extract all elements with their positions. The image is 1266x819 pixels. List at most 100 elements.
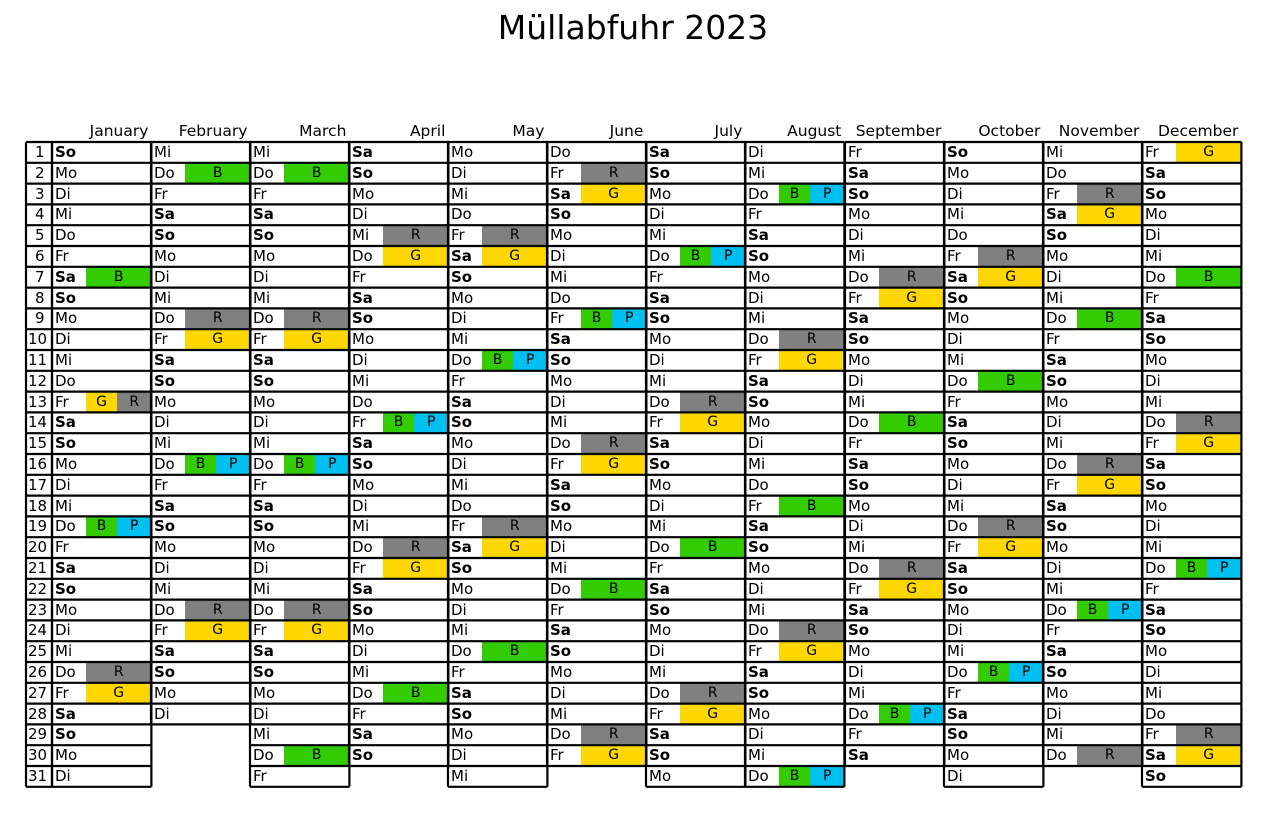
day-cell: Fr (1142, 579, 1241, 600)
pickup-marker: G (879, 287, 945, 309)
weekday-label: Mi (748, 309, 766, 328)
weekday-label: Fr (1145, 725, 1159, 744)
weekday-label: Di (550, 538, 566, 557)
day-cell: So (1142, 329, 1241, 350)
day-cell: Sa (448, 392, 547, 413)
day-cell: Mi (845, 246, 944, 267)
weekday-label: So (1046, 226, 1068, 245)
weekday-label: Mo (1145, 642, 1168, 661)
weekday-label: Sa (848, 746, 869, 765)
day-cell: Di (349, 496, 448, 517)
month-label: September (855, 122, 942, 140)
day-cell: B P Do (1043, 599, 1143, 621)
weekday-label: Di (1145, 371, 1161, 390)
day-cell: B Do (547, 578, 647, 600)
day-cell: Mo (250, 537, 349, 558)
weekday-label: Di (352, 351, 368, 369)
day-cell: Sa (745, 516, 844, 537)
pickup-marker: B (284, 745, 350, 766)
weekday-label: Fr (848, 288, 862, 307)
day-cell: So (944, 142, 1043, 163)
day-cell: Di (250, 267, 349, 288)
day-cell: Mo (52, 600, 151, 621)
weekday-label: Do (1046, 455, 1067, 473)
weekday-label: Fr (154, 330, 168, 349)
pickup-marker: P (216, 454, 251, 475)
weekday-label: Fr (649, 267, 663, 286)
day-cell: R Do (547, 433, 647, 454)
weekday-label: Sa (1046, 496, 1067, 515)
day-cell: Mi (646, 662, 745, 683)
weekday-label: So (352, 746, 374, 765)
pickup-marker: G (779, 641, 845, 662)
weekday-label: Mo (748, 559, 771, 577)
weekday-label: Mi (550, 704, 568, 723)
weekday-label: Sa (253, 496, 274, 515)
pickup-marker: B (1077, 308, 1143, 330)
day-cell: Mo (151, 683, 250, 704)
day-cell: Mi (845, 683, 944, 704)
day-cell: Fr (250, 184, 349, 205)
weekday-label: So (253, 663, 275, 681)
weekday-label: Mi (253, 579, 271, 598)
weekday-label: Di (947, 184, 963, 203)
pickup-marker: G (978, 537, 1044, 558)
weekday-label: Mo (649, 767, 672, 785)
weekday-label: Do (451, 642, 472, 661)
weekday-label: Di (649, 205, 665, 224)
day-cell: Mo (349, 329, 448, 350)
weekday-label: Fr (55, 247, 69, 265)
day-cell: So (745, 683, 844, 704)
weekday-label: So (1145, 767, 1167, 785)
weekday-label: Do (352, 247, 373, 265)
weekday-label: Mi (451, 767, 469, 785)
weekday-label: Fr (1046, 475, 1060, 494)
day-cell: Di (547, 537, 646, 558)
day-cell: Mi (250, 579, 349, 600)
weekday-label: Do (748, 330, 769, 349)
weekday-label: Sa (352, 143, 373, 161)
weekday-label: Di (1046, 559, 1062, 577)
weekday-label: Do (55, 226, 76, 245)
day-cell: Mo (52, 454, 151, 475)
day-cell: R Fr (448, 516, 548, 538)
weekday-label: Di (154, 559, 170, 577)
day-cell: Mo (845, 204, 944, 225)
day-cell: B Fr (745, 495, 845, 517)
day-cell: Mi (547, 412, 646, 433)
pickup-marker: B (978, 662, 1009, 683)
pickup-marker: R (284, 308, 350, 330)
weekday-label: Mi (947, 496, 965, 515)
pickup-marker: B (284, 162, 350, 184)
day-cell: Mi (1043, 142, 1142, 163)
weekday-label: So (550, 205, 572, 224)
day-cell: So (845, 184, 944, 205)
pickup-marker: R (185, 599, 251, 621)
weekday-label: Sa (1046, 642, 1067, 661)
weekday-label: Fr (1145, 434, 1159, 453)
weekday-label: Mo (1145, 205, 1168, 224)
weekday-label: Di (649, 496, 665, 515)
weekday-label: Di (550, 683, 566, 702)
weekday-label: So (55, 579, 77, 598)
pickup-marker: B (779, 766, 810, 787)
weekday-label: Mo (550, 663, 573, 681)
weekday-label: Mi (1046, 579, 1064, 598)
day-number: 30 (28, 746, 48, 765)
weekday-label: Di (748, 725, 764, 744)
day-cell: Mi (151, 288, 250, 309)
day-cell: Sa (845, 745, 944, 766)
weekday-label: Mi (253, 143, 271, 161)
day-cell: So (547, 641, 646, 662)
day-cell: So (1142, 766, 1241, 787)
day-cell: Di (745, 142, 844, 163)
day-cell: Mo (646, 329, 745, 350)
day-cell: Sa (1142, 454, 1241, 475)
pickup-marker: G (680, 703, 746, 725)
pickup-marker: B (978, 370, 1044, 392)
day-cell: Sa (646, 288, 745, 309)
page-title: Müllabfuhr 2023 (497, 8, 769, 47)
day-cell: Mo (646, 766, 745, 787)
weekday-label: Mi (947, 351, 965, 369)
weekday-label: Fr (154, 184, 168, 203)
